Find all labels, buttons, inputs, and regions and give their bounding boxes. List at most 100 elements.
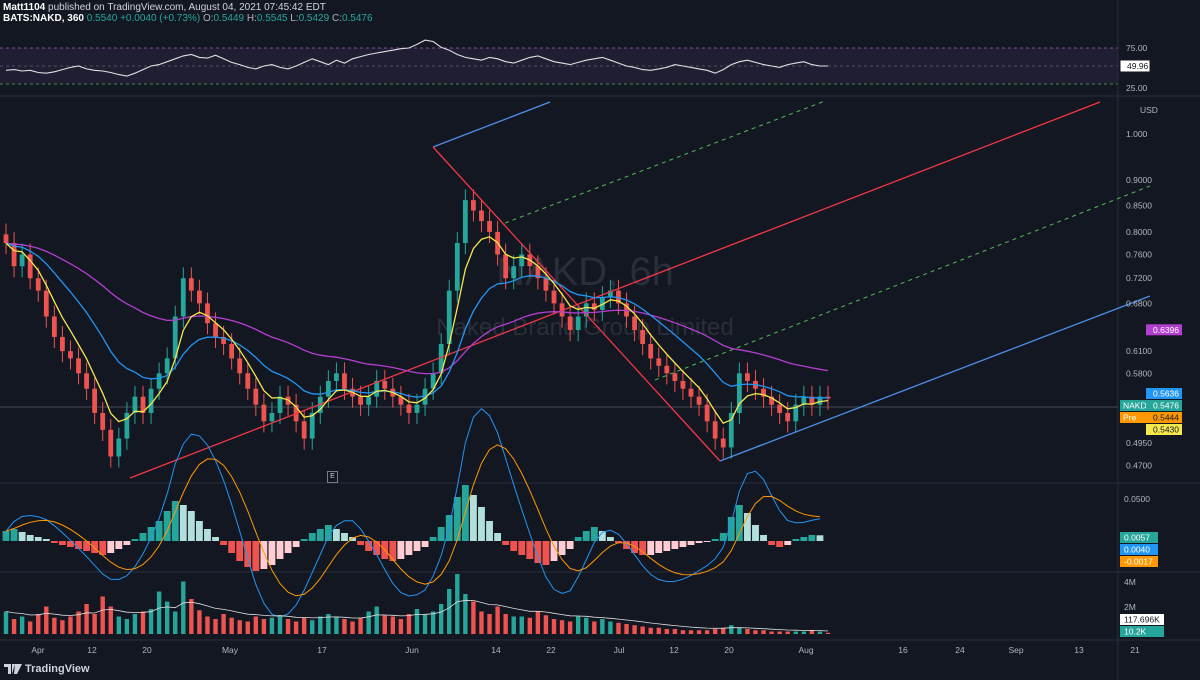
volume-bar bbox=[825, 632, 831, 634]
macd-bar bbox=[808, 535, 816, 541]
macd-bar bbox=[324, 525, 332, 541]
candle-body bbox=[446, 290, 452, 344]
macd-badges-group: 0.0057 0.0040 -0.0017 bbox=[1120, 532, 1158, 567]
rsi-axis[interactable]: 75.00 25.00 49.96 bbox=[1119, 43, 1151, 93]
volume-bar bbox=[27, 621, 33, 634]
macd-bar bbox=[623, 541, 630, 549]
macd-bar bbox=[768, 541, 776, 545]
candle-body bbox=[342, 373, 347, 389]
macd-bar bbox=[558, 541, 566, 555]
candle-body bbox=[156, 373, 162, 389]
time-tick: 21 bbox=[1130, 645, 1140, 655]
volume-bars-group bbox=[3, 574, 831, 634]
candle-body bbox=[599, 296, 605, 310]
green-dashed-upper[interactable] bbox=[504, 100, 826, 224]
volume-bar bbox=[213, 619, 218, 634]
candle-body bbox=[728, 412, 734, 448]
candle-body bbox=[35, 278, 41, 291]
red-pitchfork-median[interactable] bbox=[129, 101, 1101, 479]
volume-bar bbox=[301, 617, 307, 634]
volume-bar bbox=[132, 614, 138, 634]
macd-bar bbox=[131, 539, 139, 541]
badge-value-bg bbox=[1146, 424, 1182, 435]
macd-bar bbox=[389, 541, 397, 561]
volume-bar bbox=[721, 627, 726, 634]
macd-bar bbox=[703, 541, 711, 542]
candle-body bbox=[237, 358, 243, 374]
tradingview-logo-icon bbox=[4, 664, 22, 675]
macd-bar bbox=[526, 541, 534, 559]
macd-bar bbox=[582, 531, 590, 541]
volume-bar bbox=[656, 627, 661, 634]
macd-bar bbox=[220, 541, 228, 545]
macd-bar bbox=[784, 541, 792, 545]
volume-bar bbox=[527, 617, 533, 634]
red-diagonal-line[interactable] bbox=[432, 146, 721, 462]
volume-bar bbox=[785, 631, 790, 634]
candle-body bbox=[301, 421, 307, 439]
macd-bar bbox=[10, 529, 18, 541]
macd-bar bbox=[615, 541, 622, 543]
volume-bar bbox=[92, 614, 97, 634]
volume-bar bbox=[342, 619, 347, 634]
macd-bar bbox=[236, 541, 244, 561]
volume-bar bbox=[326, 614, 331, 634]
volume-bar bbox=[487, 614, 492, 634]
macd-badge-bg bbox=[1120, 544, 1158, 555]
blue-upper-line[interactable] bbox=[432, 101, 551, 148]
macd-bar bbox=[292, 541, 300, 547]
volume-bar bbox=[430, 611, 436, 634]
rsi-series bbox=[5, 39, 828, 77]
time-tick: 24 bbox=[955, 645, 965, 655]
publish-text: published on TradingView.com, August 04,… bbox=[48, 2, 326, 13]
candle-body bbox=[140, 396, 146, 413]
green-dashed-lower[interactable] bbox=[654, 185, 1151, 381]
volume-bar bbox=[116, 616, 122, 634]
candle-body bbox=[664, 365, 670, 374]
price-axis[interactable]: 1.000 0.9000 0.8500 0.8000 0.7600 0.7200 0.680… bbox=[1126, 129, 1152, 471]
macd-bar bbox=[574, 537, 582, 541]
author-name[interactable]: Matt1104 bbox=[3, 2, 46, 13]
macd-bar bbox=[300, 539, 308, 541]
candle-body bbox=[672, 373, 678, 381]
badge-value: 0.5476 bbox=[1153, 401, 1179, 411]
macd-bar bbox=[397, 541, 405, 559]
macd-bar bbox=[429, 537, 437, 541]
blue-lower-line[interactable] bbox=[719, 295, 1151, 462]
price-tick: 0.4700 bbox=[1126, 461, 1152, 471]
volume-bar bbox=[269, 617, 275, 634]
volume-bar bbox=[406, 614, 412, 634]
candle-body bbox=[414, 404, 420, 413]
macd-bar bbox=[195, 521, 203, 541]
macd-bar bbox=[671, 541, 679, 549]
macd-bar bbox=[421, 541, 429, 547]
macd-bar bbox=[647, 541, 655, 555]
macd-bar bbox=[816, 535, 824, 541]
candle-body bbox=[334, 373, 339, 381]
volume-bar bbox=[277, 615, 283, 634]
candle-body bbox=[696, 396, 702, 405]
macd-bar bbox=[453, 497, 461, 541]
volume-bar bbox=[737, 627, 742, 634]
logo-text: TradingView bbox=[25, 663, 90, 675]
volume-bar bbox=[817, 631, 823, 634]
earnings-event-marker[interactable]: E bbox=[327, 471, 338, 483]
macd-bar bbox=[147, 527, 155, 541]
symbol-name[interactable]: BATS:NAKD, 360 bbox=[3, 13, 84, 24]
macd-badge-value: 0.0040 bbox=[1124, 545, 1150, 555]
candle-body bbox=[277, 396, 283, 413]
volume-bar bbox=[567, 621, 573, 634]
candle-body bbox=[430, 373, 436, 389]
volume-bar bbox=[189, 599, 194, 634]
volume-bar bbox=[777, 631, 782, 634]
macd-bar bbox=[365, 541, 373, 551]
badge-value: 0.5444 bbox=[1153, 413, 1179, 423]
candle-body bbox=[688, 388, 694, 397]
tradingview-logo[interactable]: TradingView bbox=[4, 663, 90, 675]
candle-body bbox=[253, 388, 259, 405]
macd-bar bbox=[735, 505, 743, 541]
candle-body bbox=[769, 396, 774, 405]
time-axis[interactable]: Apr 12 20 May 17 Jun 14 22 Jul 12 20 Aug 16 24 Sep 13 21 bbox=[31, 645, 1140, 655]
volume-bar bbox=[60, 620, 65, 634]
